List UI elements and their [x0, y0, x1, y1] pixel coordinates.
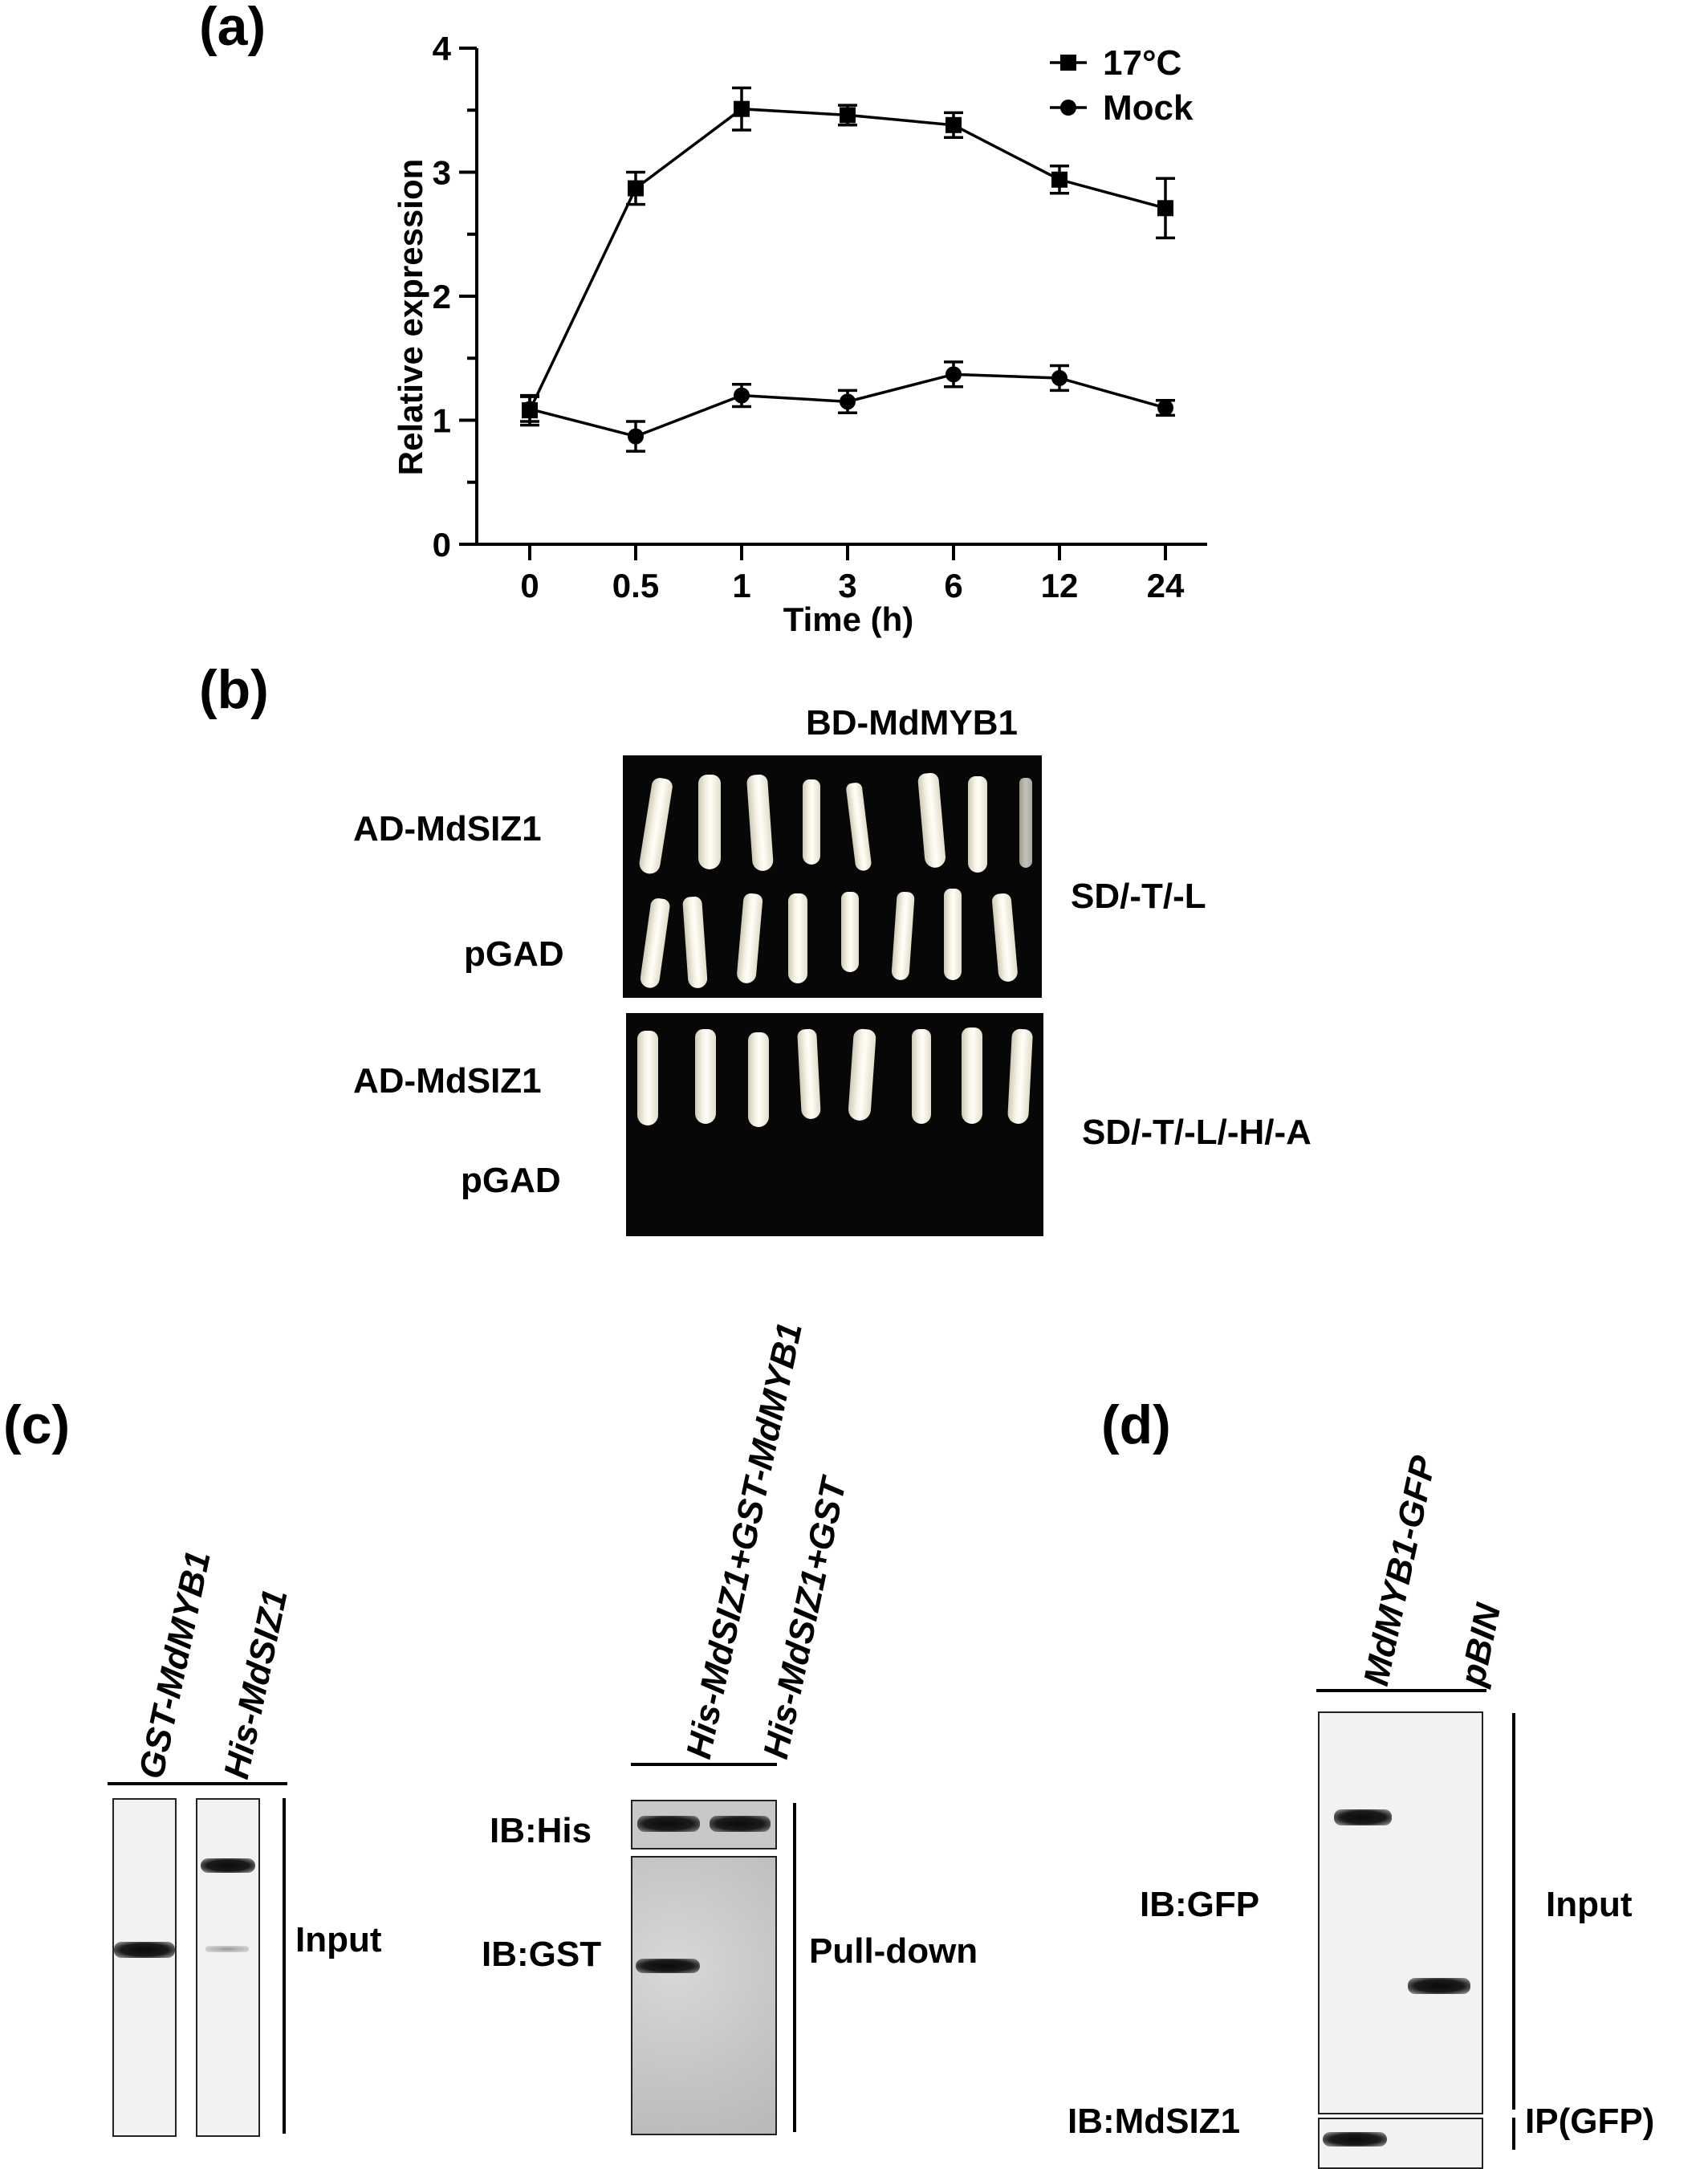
blot-gst-mdmyb1-input — [112, 1798, 177, 2137]
input-lanes-bracket — [108, 1782, 287, 1785]
y-tick-label: 4 — [433, 30, 452, 67]
media-label-sd-t-l-h-a: SD/-T/-L/-H/-A — [1082, 1113, 1312, 1152]
blot-ib-his — [631, 1800, 777, 1850]
x-axis-title: Time (h) — [783, 600, 914, 638]
input-bracket-line-d — [1512, 1713, 1515, 2110]
yeast-plate-sd-t-l-h-a — [626, 1013, 1043, 1236]
panel-a-label: (a) — [199, 0, 266, 57]
blot-label-ib-his: IB:His — [490, 1811, 592, 1850]
y-tick-label: 3 — [433, 154, 451, 192]
blot-his-mdsiz1-input — [196, 1798, 260, 2137]
pulldown-bracket-line — [793, 1803, 796, 2132]
yeast-plate-sd-t-l — [623, 755, 1042, 998]
panel-c-label: (c) — [3, 1394, 71, 1455]
data-point-square — [628, 180, 644, 197]
row-label-ad-mdsiz1-1: AD-MdSIZ1 — [353, 809, 542, 848]
panel-d-label: (d) — [1101, 1394, 1171, 1455]
data-point-square — [1157, 200, 1173, 217]
pulldown-lanes-bracket — [631, 1763, 777, 1766]
blot-label-ib-mdsiz1: IB:MdSIZ1 — [1068, 2102, 1241, 2141]
blot-ib-mdsiz1 — [1318, 2118, 1483, 2169]
ip-bracket-line-d — [1512, 2118, 1515, 2150]
legend-marker-circle — [1060, 100, 1076, 116]
x-tick-label: 0.5 — [612, 567, 659, 604]
input-label-c: Input — [295, 1920, 382, 1959]
x-tick-label: 1 — [732, 567, 750, 604]
y-axis-title: Relative expression — [392, 159, 429, 476]
data-point-circle — [1157, 400, 1173, 417]
blot-label-ib-gst: IB:GST — [482, 1935, 602, 1974]
series-line-17c — [528, 107, 1166, 411]
data-point-square — [946, 116, 962, 133]
bd-mdmyb1-header: BD-MdMYB1 — [806, 703, 1018, 743]
panel-b-label: (b) — [199, 659, 269, 720]
x-tick-label: 24 — [1147, 567, 1185, 604]
data-point-circle — [1051, 369, 1068, 386]
data-point-circle — [946, 366, 962, 383]
pulldown-label: Pull-down — [809, 1931, 978, 1971]
row-label-pgad-1: pGAD — [464, 934, 564, 974]
chart-series — [520, 86, 1175, 453]
lane-label-gst-mdmyb1: GST-MdMYB1 — [132, 1547, 218, 1783]
row-label-ad-mdsiz1-2: AD-MdSIZ1 — [353, 1061, 542, 1101]
y-tick-label: 2 — [433, 278, 451, 315]
input-label-d: Input — [1546, 1885, 1633, 1924]
legend-label: Mock — [1103, 88, 1194, 128]
lane-label-his-mdsiz1-gst: His-MdSIZ1+GST — [756, 1475, 854, 1763]
x-tick-label: 12 — [1041, 567, 1079, 604]
blot-ib-gfp — [1318, 1711, 1483, 2114]
blot-label-ib-gfp: IB:GFP — [1140, 1885, 1260, 1924]
data-point-circle — [840, 393, 856, 410]
y-tick-label: 1 — [433, 402, 451, 440]
chart-legend: 17°C Mock — [1050, 43, 1194, 128]
x-tick-label: 0 — [520, 567, 539, 604]
data-point-square — [840, 107, 856, 124]
lane-label-his-mdsiz1: His-MdSIZ1 — [217, 1585, 295, 1783]
ip-gfp-label: IP(GFP) — [1525, 2102, 1655, 2141]
media-label-sd-t-l: SD/-T/-L — [1071, 877, 1206, 916]
data-point-square — [1051, 171, 1068, 188]
data-point-square — [734, 100, 750, 117]
y-tick-label: 0 — [433, 526, 451, 564]
lane-label-pbin: pBIN — [1453, 1600, 1509, 1690]
blot-ib-gst — [631, 1856, 777, 2135]
data-point-circle — [522, 401, 538, 417]
lane-label-mdmyb1-gfp: MdMYB1-GFP — [1356, 1452, 1444, 1690]
legend-marker-square — [1060, 55, 1076, 71]
data-point-circle — [628, 428, 644, 445]
legend-label: 17°C — [1103, 43, 1181, 83]
data-point-circle — [734, 387, 750, 404]
input-bracket-line — [283, 1798, 286, 2134]
row-label-pgad-2: pGAD — [461, 1161, 561, 1200]
x-tick-label: 3 — [838, 567, 856, 604]
x-tick-label: 6 — [944, 567, 962, 604]
ip-lanes-bracket — [1316, 1689, 1486, 1692]
